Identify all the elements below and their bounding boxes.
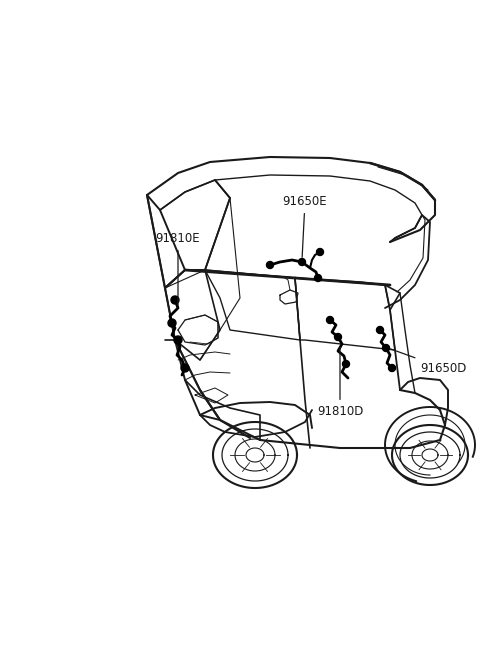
Text: 91650E: 91650E xyxy=(283,195,327,257)
Polygon shape xyxy=(335,333,341,341)
Polygon shape xyxy=(174,336,182,344)
Polygon shape xyxy=(181,364,189,372)
Polygon shape xyxy=(266,261,274,269)
Polygon shape xyxy=(376,326,384,333)
Text: 91650D: 91650D xyxy=(391,349,467,375)
Polygon shape xyxy=(388,364,396,371)
Text: 91810E: 91810E xyxy=(156,232,200,305)
Polygon shape xyxy=(314,274,322,282)
Polygon shape xyxy=(326,316,334,324)
Polygon shape xyxy=(343,360,349,367)
Polygon shape xyxy=(299,259,305,265)
Polygon shape xyxy=(171,296,179,304)
Text: 91810D: 91810D xyxy=(317,346,363,418)
Polygon shape xyxy=(383,345,389,352)
Polygon shape xyxy=(316,248,324,255)
Polygon shape xyxy=(168,319,176,327)
